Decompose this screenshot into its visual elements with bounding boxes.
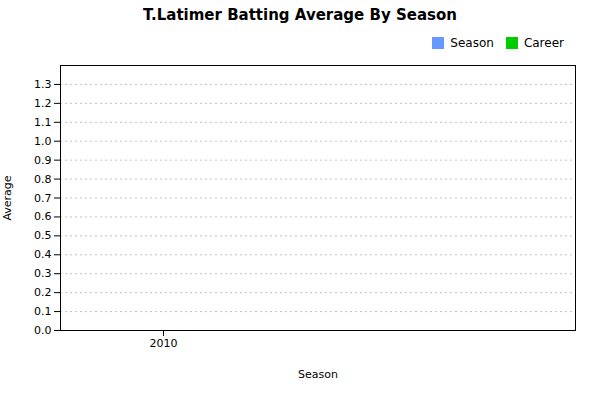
- svg-text:1.2: 1.2: [34, 97, 52, 110]
- svg-text:0.0: 0.0: [34, 324, 52, 337]
- svg-text:0.2: 0.2: [34, 286, 52, 299]
- html-text:Career: Career: [523, 35, 564, 50]
- svg-text:Season: Season: [298, 368, 338, 381]
- html-text:Season: Season: [450, 35, 494, 50]
- svg-text:0.3: 0.3: [34, 267, 52, 280]
- svg-text:0.8: 0.8: [34, 173, 52, 186]
- svg-text:0.4: 0.4: [34, 248, 52, 261]
- svg-text:1.3: 1.3: [34, 78, 52, 91]
- html-text:T.Latimer Batting Average By S: T.Latimer Batting Average By Season: [143, 6, 457, 24]
- svg-text:0.9: 0.9: [34, 154, 52, 167]
- svg-text:1.0: 1.0: [34, 135, 52, 148]
- svg-text:0.1: 0.1: [34, 305, 52, 318]
- svg-text:0.6: 0.6: [34, 210, 52, 223]
- svg-text:0.7: 0.7: [34, 192, 52, 205]
- svg-text:0.5: 0.5: [34, 229, 52, 242]
- svg-text:Average: Average: [1, 175, 14, 220]
- svg-text:2010: 2010: [150, 337, 178, 350]
- svg-text:1.1: 1.1: [34, 116, 52, 129]
